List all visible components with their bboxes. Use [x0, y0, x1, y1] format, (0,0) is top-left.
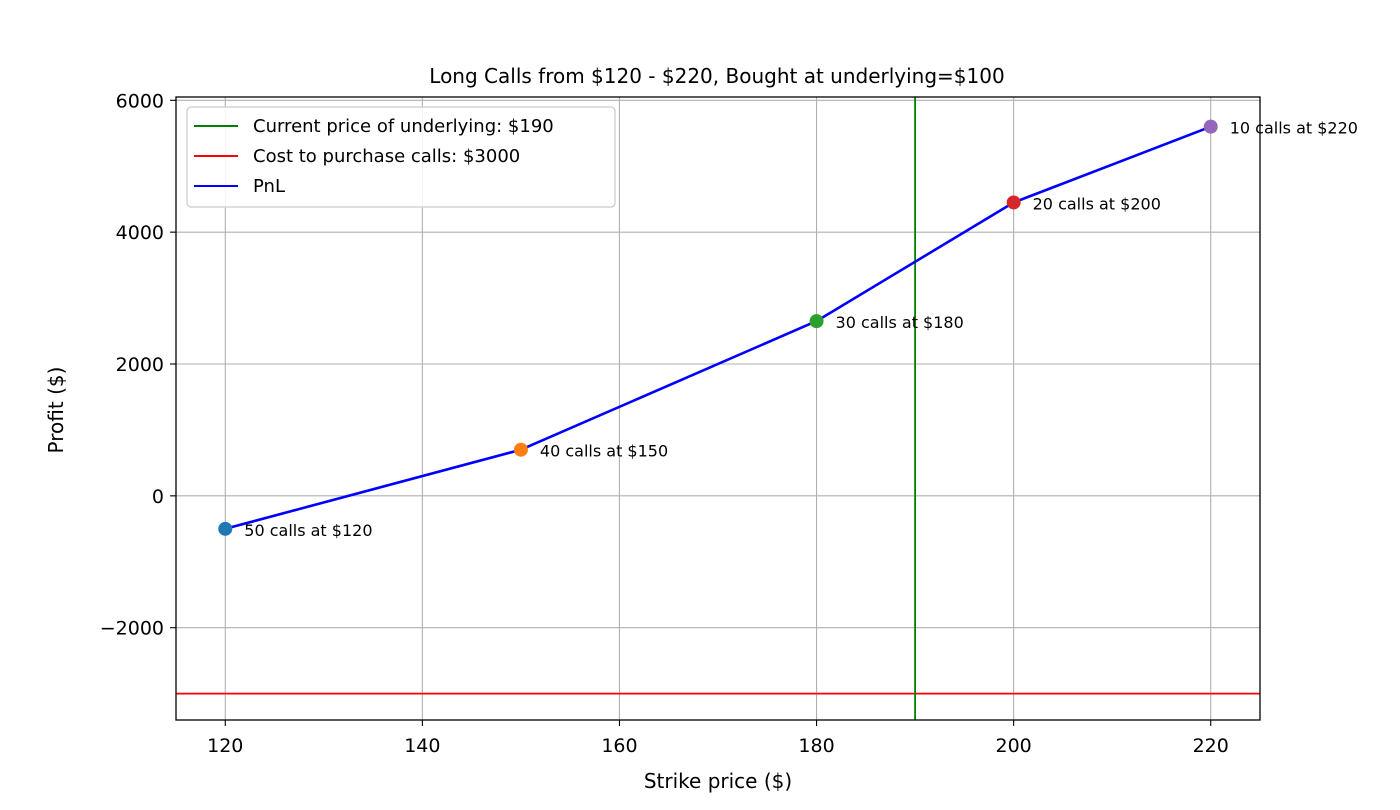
legend-label-1: Cost to purchase calls: $3000: [253, 146, 520, 167]
point-label-150: 40 calls at $150: [540, 442, 668, 461]
plot-frame: [175, 96, 1261, 721]
x-axis-ticks: 120 140 160 180 200 220: [207, 720, 1229, 757]
x-tick-label-200: 200: [996, 735, 1032, 757]
chart-title: Long Calls from $120 - $220, Bought at u…: [429, 64, 1004, 88]
x-axis-label: Strike price ($): [644, 769, 792, 793]
point-label-180: 30 calls at $180: [836, 313, 964, 332]
points: [218, 119, 1218, 536]
y-axis-label: Profit ($): [44, 367, 68, 454]
lines: [176, 97, 1260, 720]
point-180: [809, 314, 824, 329]
legend-label-2: PnL: [253, 176, 285, 197]
point-220: [1203, 119, 1218, 134]
point-200: [1006, 195, 1021, 210]
point-label-220: 10 calls at $220: [1230, 119, 1358, 138]
point-label-200: 20 calls at $200: [1033, 194, 1161, 213]
point-150: [513, 442, 528, 457]
x-tick-label-160: 160: [601, 735, 637, 757]
point-120: [218, 521, 233, 536]
y-tick-label-4: 6000: [116, 90, 164, 112]
y-tick-label-1: 0: [152, 486, 164, 508]
legend: Current price of underlying: $190 Cost to…: [186, 106, 616, 208]
y-axis-ticks: −2000 0 2000 4000 6000: [100, 90, 176, 640]
y-tick-label-0: −2000: [100, 618, 164, 640]
y-tick-label-2: 2000: [116, 354, 164, 376]
legend-box: [186, 106, 616, 208]
point-label-120: 50 calls at $120: [244, 521, 372, 540]
x-tick-label-180: 180: [798, 735, 834, 757]
y-tick-label-3: 4000: [116, 222, 164, 244]
x-tick-label-120: 120: [207, 735, 243, 757]
x-tick-label-140: 140: [404, 735, 440, 757]
legend-label-0: Current price of underlying: $190: [253, 116, 554, 137]
annotations: 50 calls at $120 40 calls at $150 30 calls…: [244, 119, 1358, 540]
x-tick-label-220: 220: [1193, 735, 1229, 757]
